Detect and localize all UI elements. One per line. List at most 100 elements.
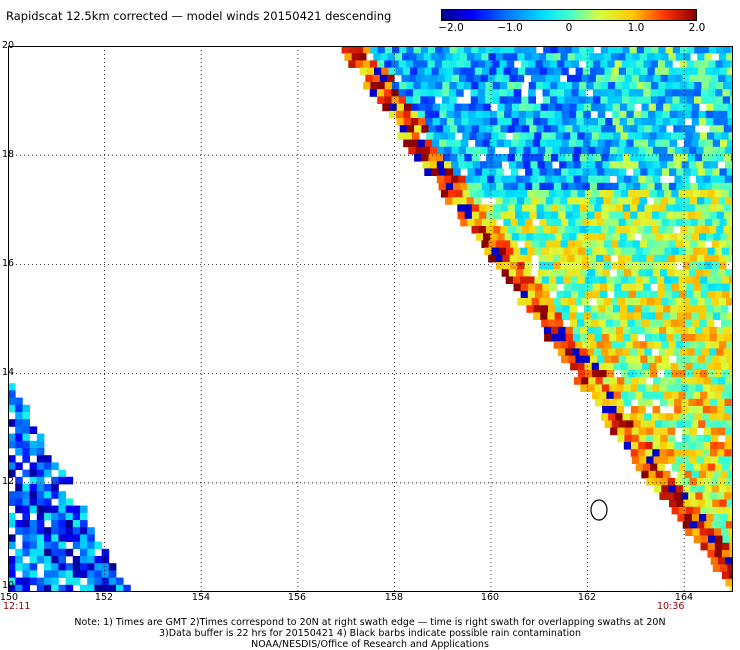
- wind-cell: [726, 499, 733, 508]
- wind-cell: [649, 190, 658, 198]
- wind-cell: [569, 305, 578, 313]
- wind-cell: [465, 146, 474, 155]
- wind-cell: [664, 190, 672, 198]
- wind-cell: [450, 125, 458, 133]
- wind-cell: [94, 584, 102, 592]
- wind-cell: [667, 456, 676, 464]
- wind-cell: [582, 53, 590, 61]
- wind-cell: [522, 154, 530, 162]
- wind-cell: [499, 60, 508, 68]
- wind-cell: [702, 211, 710, 220]
- wind-cell: [542, 89, 551, 97]
- wind-cell: [465, 161, 474, 169]
- wind-cell: [503, 182, 511, 191]
- wind-cell: [496, 182, 504, 191]
- wind-cell: [675, 240, 684, 248]
- wind-cell: [705, 355, 713, 364]
- wind-cell: [642, 362, 650, 371]
- wind-cell: [22, 448, 30, 456]
- wind-cell: [597, 312, 606, 320]
- wind-cell: [559, 161, 567, 169]
- wind-cell: [558, 204, 566, 212]
- wind-cell: [639, 197, 647, 205]
- wind-cell: [438, 168, 447, 176]
- wind-cell: [680, 226, 688, 234]
- wind-cell: [586, 96, 594, 104]
- wind-cell: [706, 233, 714, 241]
- wind-cell: [716, 125, 725, 133]
- wind-cell: [627, 233, 635, 241]
- wind-cell: [682, 456, 690, 464]
- wind-cell: [533, 118, 541, 126]
- wind-cell: [480, 74, 489, 83]
- wind-cell: [565, 334, 574, 342]
- wind-cell: [633, 182, 641, 191]
- wind-cell: [572, 211, 581, 220]
- wind-cell: [510, 53, 518, 61]
- wind-cell: [446, 110, 455, 119]
- wind-cell: [620, 362, 629, 371]
- wind-cell: [587, 384, 596, 392]
- wind-cell: [523, 146, 532, 155]
- wind-cell: [15, 577, 23, 586]
- wind-cell: [530, 146, 539, 155]
- wind-cell: [589, 182, 598, 191]
- wind-cell: [639, 262, 648, 270]
- wind-cell: [630, 326, 638, 335]
- wind-cell: [692, 319, 700, 328]
- wind-cell: [678, 276, 687, 284]
- wind-cell: [555, 305, 563, 313]
- wind-cell: [658, 204, 667, 212]
- wind-cell: [530, 175, 538, 184]
- wind-cell: [678, 370, 687, 378]
- wind-cell: [540, 233, 549, 241]
- wind-cell: [548, 305, 556, 313]
- wind-cell: [640, 355, 648, 364]
- wind-cell: [507, 125, 516, 133]
- wind-cell: [487, 74, 496, 83]
- wind-cell: [540, 305, 549, 313]
- wind-cell: [550, 204, 559, 212]
- wind-cell: [657, 60, 666, 68]
- wind-cell: [566, 146, 575, 155]
- wind-cell: [693, 89, 702, 97]
- wind-cell: [87, 534, 95, 542]
- wind-cell: [647, 168, 656, 176]
- wind-cell: [568, 139, 577, 148]
- wind-cell: [464, 211, 473, 220]
- wind-cell: [502, 53, 511, 61]
- wind-cell: [547, 312, 555, 320]
- wind-cell: [631, 161, 639, 169]
- wind-cell: [626, 118, 635, 126]
- wind-cell: [655, 470, 664, 479]
- wind-cell: [116, 584, 124, 592]
- wind-cell: [681, 442, 689, 450]
- wind-cell: [72, 527, 81, 535]
- wind-cell: [661, 182, 670, 191]
- wind-cell: [8, 512, 16, 521]
- wind-cell: [609, 146, 618, 155]
- wind-cell: [658, 125, 667, 133]
- wind-cell: [355, 60, 364, 68]
- wind-cell: [515, 211, 523, 220]
- wind-cell: [58, 512, 66, 521]
- wind-cell: [613, 276, 622, 284]
- wind-cell: [15, 404, 23, 413]
- wind-cell: [610, 197, 619, 205]
- wind-cell: [560, 254, 568, 263]
- wind-cell: [430, 74, 438, 83]
- wind-cell: [474, 53, 482, 61]
- wind-cell: [700, 283, 709, 292]
- wind-cell: [526, 103, 534, 112]
- wind-cell: [467, 168, 476, 176]
- wind-cell: [724, 398, 733, 407]
- wind-cell: [435, 82, 443, 90]
- wind-cell: [484, 190, 492, 198]
- wind-cell: [467, 67, 476, 76]
- wind-cell: [618, 240, 626, 248]
- wind-cell: [596, 240, 605, 248]
- wind-cell: [666, 334, 675, 342]
- wind-cell: [495, 74, 503, 83]
- wind-cell: [613, 190, 622, 198]
- wind-cell: [585, 290, 593, 299]
